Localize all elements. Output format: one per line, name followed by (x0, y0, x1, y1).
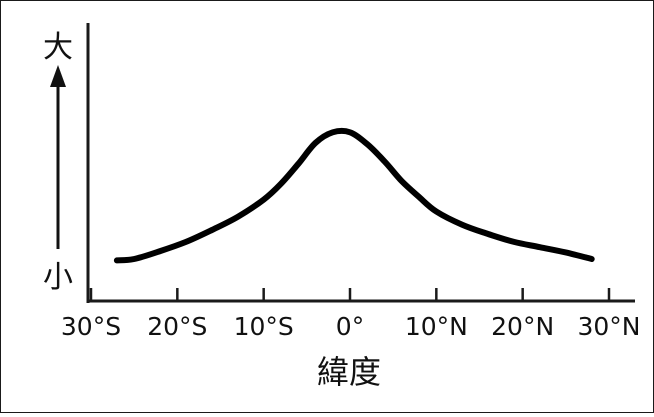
x-ticks: 30°S 20°S 10°S 0° 10°N 20°N 30°N (61, 288, 641, 341)
x-tick-label: 10°S (234, 312, 294, 341)
series-group (113, 127, 595, 264)
x-tick-label: 30°N (577, 312, 640, 341)
y-label-low: 小 (43, 260, 73, 295)
x-tick-label: 20°S (147, 312, 207, 341)
x-tick-label: 30°S (61, 312, 121, 341)
y-scale-arrow-head-icon (50, 65, 66, 87)
y-label-high: 大 (43, 30, 73, 65)
x-tick-label: 10°N (405, 312, 468, 341)
x-tick-label: 0° (336, 312, 364, 341)
series-line (113, 127, 595, 264)
x-axis-title: 緯度 (317, 353, 381, 391)
x-tick-label: 20°N (491, 312, 554, 341)
